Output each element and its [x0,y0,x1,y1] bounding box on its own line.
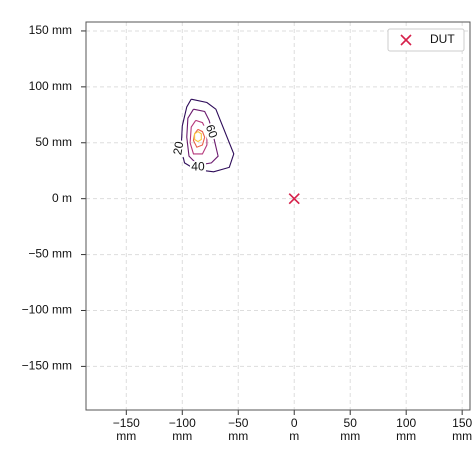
y-tick-label: −50 mm [28,247,72,261]
contour-line [186,108,219,166]
marker-stroke [288,193,300,205]
x-tick-label: −150 mm [113,416,140,443]
y-tick-label: 0 m [52,191,72,205]
contour-line [180,98,235,173]
contour-label-bg [189,161,206,174]
x-tick-label: −100 mm [169,416,196,443]
legend-box [387,28,465,52]
plot-frame [85,21,471,411]
x-tick-label: 150 mm [452,416,472,443]
contour-line [194,131,202,143]
x-tick-label: 100 mm [396,416,416,443]
x-tick-label: 50 mm [340,416,360,443]
legend: DUT [387,28,465,52]
marker [288,193,300,205]
contour-label: 20 [170,140,186,156]
y-tick-label: −150 mm [22,359,72,373]
contour-label: 40 [191,159,205,173]
y-tick-label: 100 mm [29,79,72,93]
contour-label-bg [202,122,220,142]
contour-label: 60 [203,123,221,141]
marker-stroke [400,34,412,46]
y-tick-label: 50 mm [35,135,72,149]
contour-label-bg [171,139,187,158]
y-tick-label: −100 mm [22,303,72,317]
x-tick-label: −50 mm [228,416,249,443]
legend-label: DUT [430,32,455,46]
y-tick-label: 150 mm [29,23,72,37]
legend-symbol [400,34,412,46]
